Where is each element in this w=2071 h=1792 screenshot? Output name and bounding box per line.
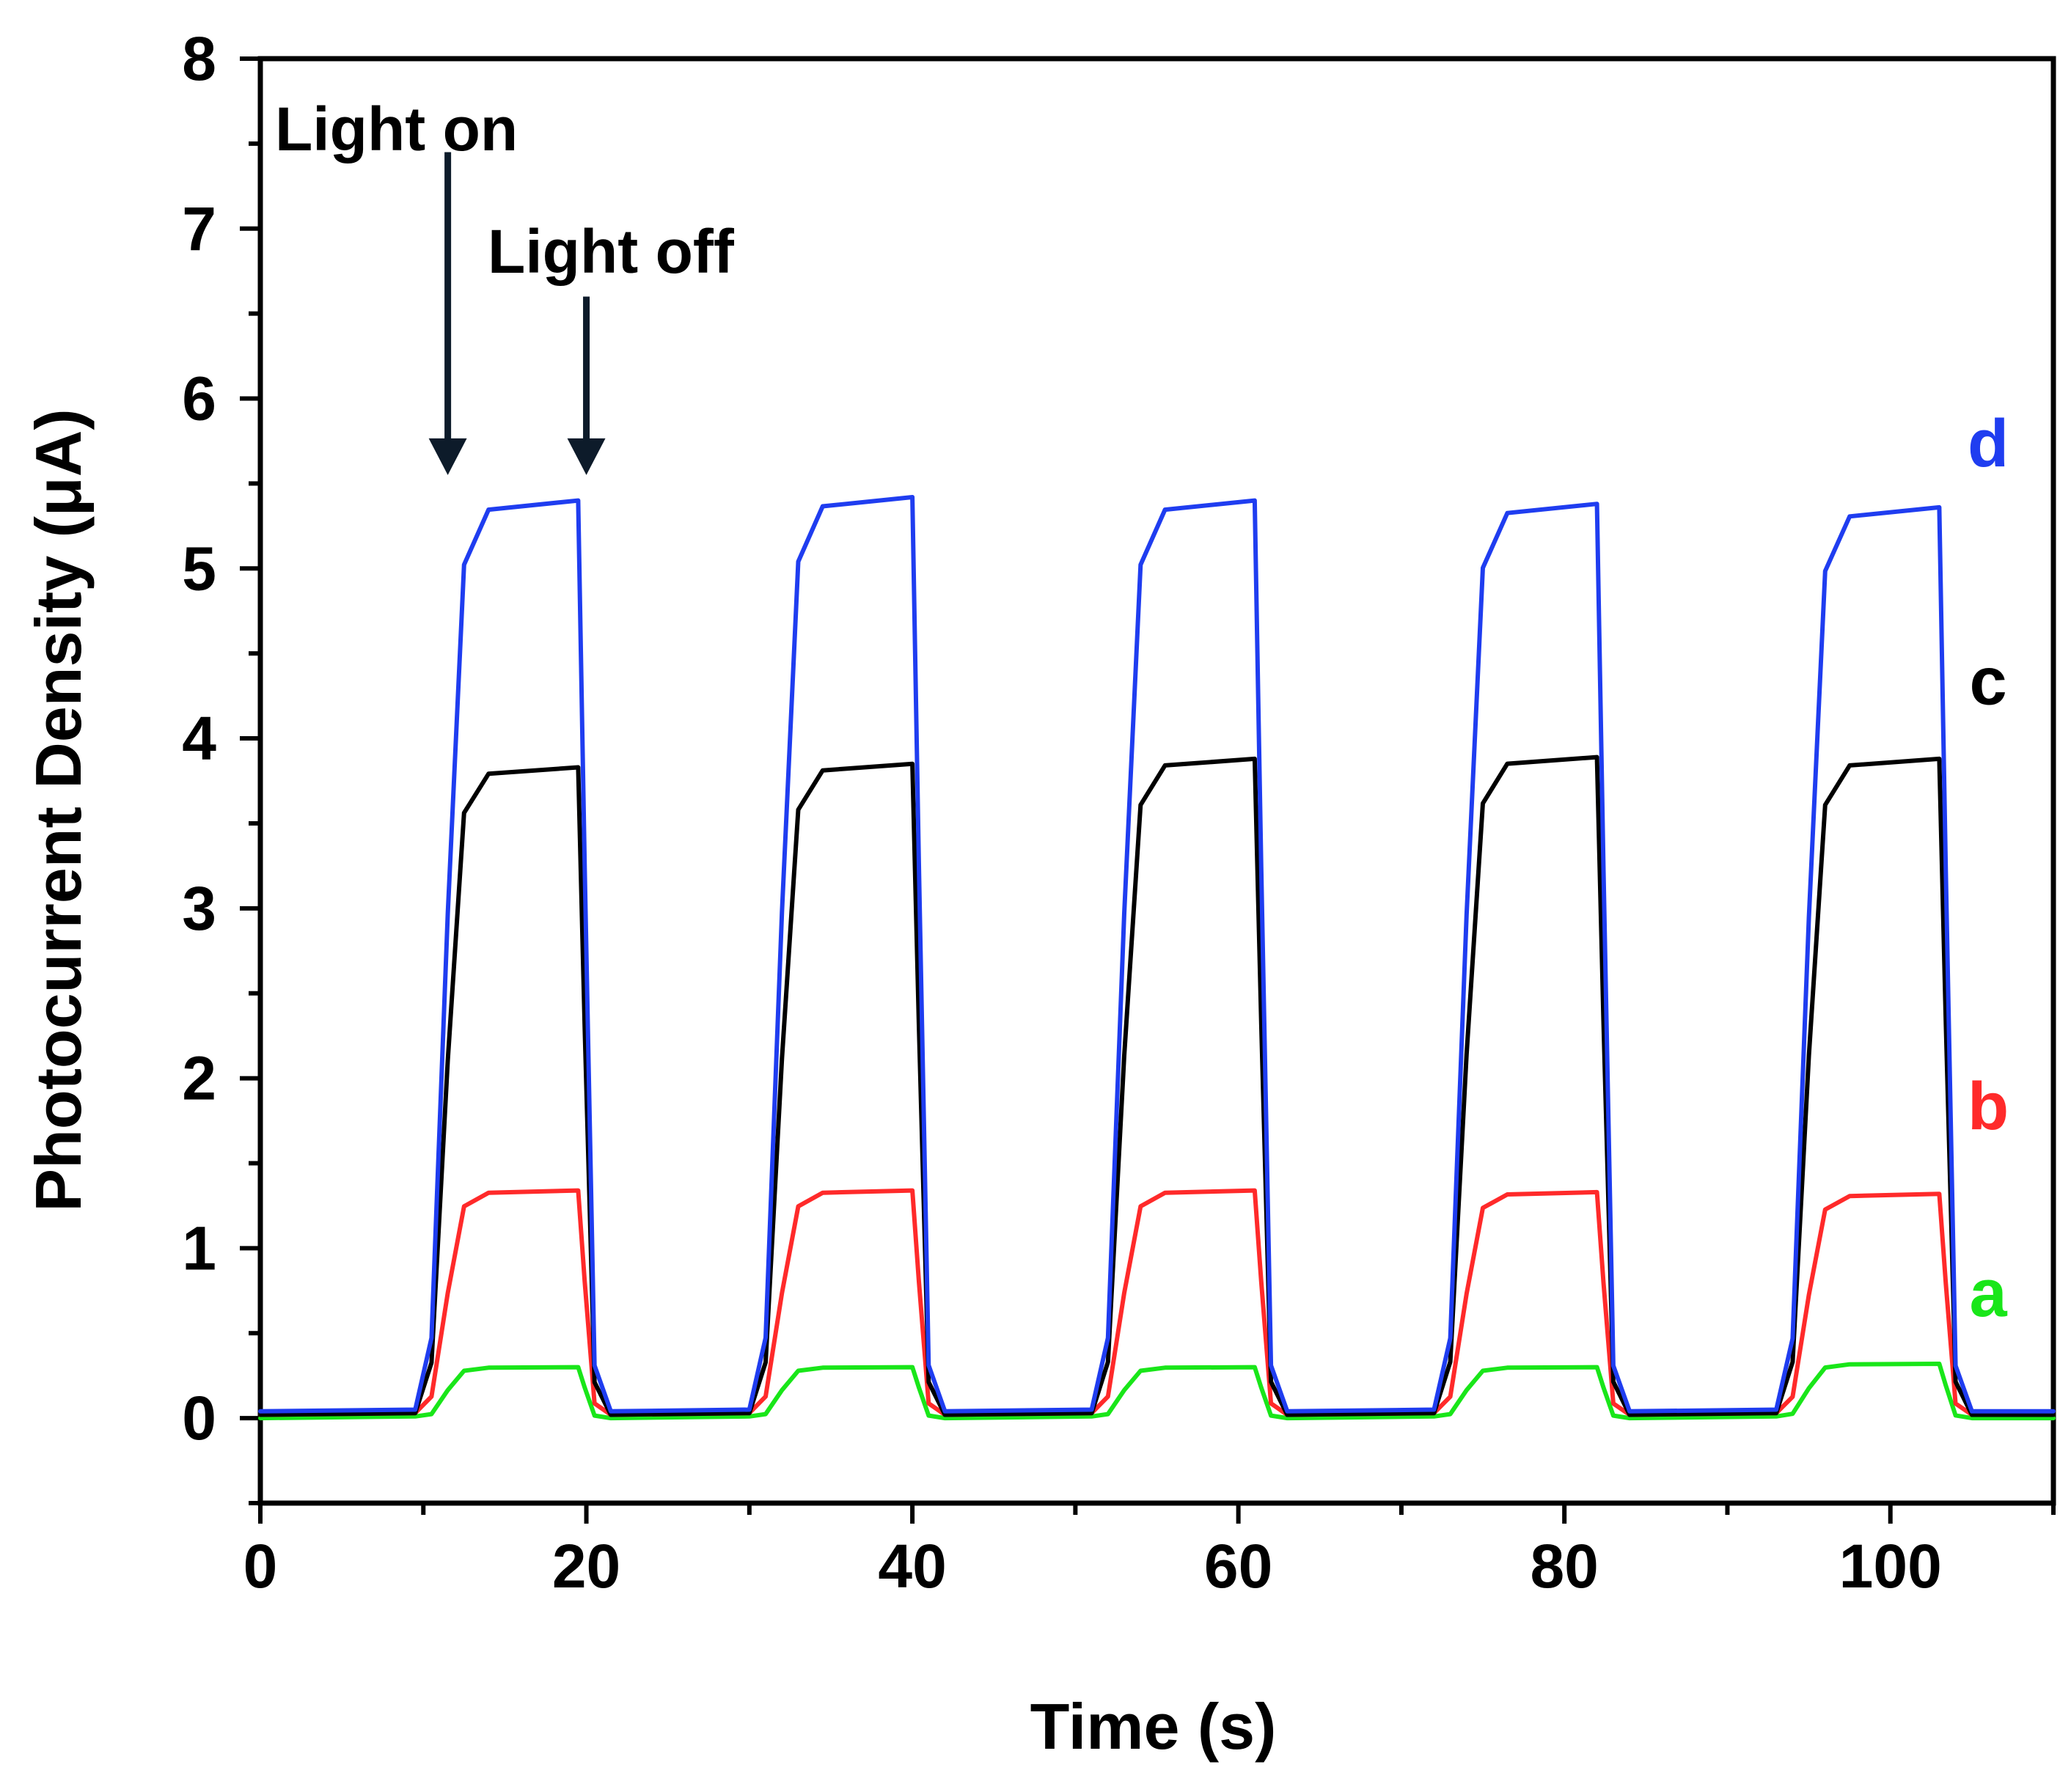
y-tick-label: 2 [182,1044,216,1113]
annotation-light-off: Light off [488,217,735,286]
series-layer [258,495,2056,1421]
series-line-d [258,495,2056,1414]
y-tick-label: 6 [182,364,216,433]
x-tick-label: 100 [1839,1532,1942,1601]
y-tick-label: 5 [182,534,216,603]
x-axis-title: Time (s) [1030,1690,1277,1763]
y-tick-label: 7 [182,194,216,263]
series-line-c [258,754,2056,1417]
series-line-a [258,1362,2056,1421]
y-tick-label: 1 [182,1213,216,1282]
y-tick-label: 0 [182,1384,216,1453]
y-axis-title: Photocurrent Density (μA) [22,408,95,1211]
light-on-arrow-head [428,438,467,475]
series-label-d: d [1968,406,2009,481]
series-label-a: a [1970,1256,2008,1331]
x-tick-label: 20 [552,1532,620,1601]
series-label-c: c [1970,645,2007,719]
x-tick-label: 60 [1204,1532,1272,1601]
y-tick-label: 3 [182,874,216,943]
x-tick-label: 80 [1530,1532,1598,1601]
label-layer: 0 20 40 60 80 100 0 1 2 3 4 5 6 7 8 Time (s) Photocurren… [22,24,2009,1763]
series-label-b: b [1968,1069,2009,1144]
y-tick-label: 4 [182,704,216,773]
plot-frame [257,56,2056,1506]
axes-layer [240,56,2056,1524]
series-line-b [258,1188,2056,1417]
annotation-light-on: Light on [275,95,518,164]
y-tick-label: 8 [182,24,216,93]
x-tick-label: 0 [243,1532,278,1601]
light-off-arrow-head [567,438,606,475]
x-tick-label: 40 [878,1532,946,1601]
